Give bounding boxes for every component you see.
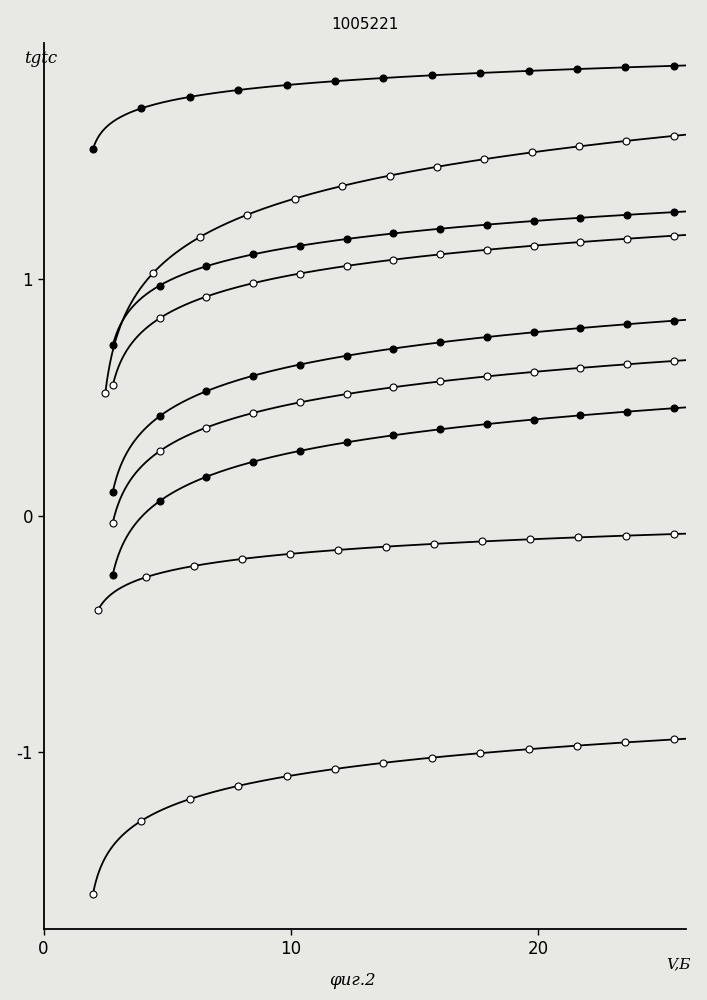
Text: tgtc: tgtc: [24, 50, 57, 67]
Text: V,Б: V,Б: [667, 958, 691, 972]
Text: φиг.2: φиг.2: [329, 972, 376, 989]
Title: 1005221: 1005221: [331, 17, 399, 32]
